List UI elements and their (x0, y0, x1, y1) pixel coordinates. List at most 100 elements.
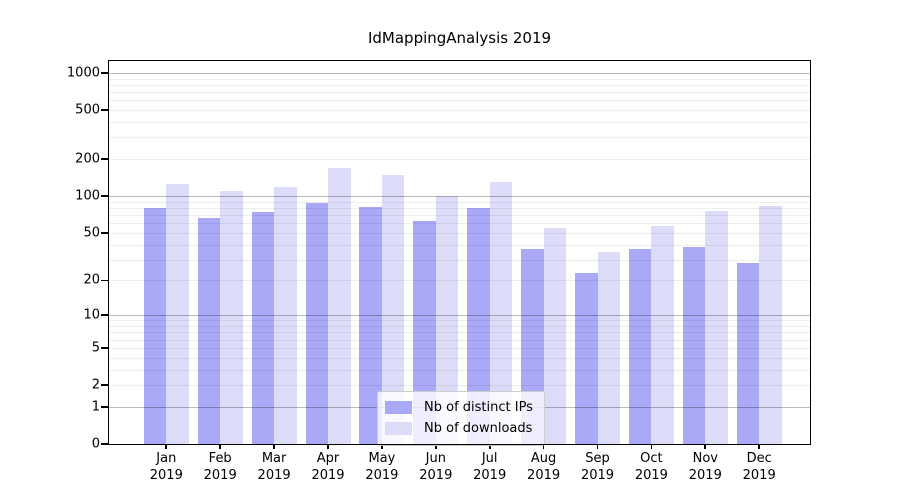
x-tick-mark (704, 444, 707, 449)
y-tick-label: 500 (75, 102, 100, 118)
legend-swatch-downloads (385, 422, 412, 435)
bar-distinct-ips-oct (628, 248, 652, 444)
bar-downloads-jan (166, 184, 189, 444)
legend-label-downloads: Nb of downloads (424, 421, 533, 436)
gridline-minor (109, 159, 810, 161)
y-tick-mark (101, 443, 109, 445)
y-tick-mark (101, 314, 109, 317)
bar-distinct-ips-may (359, 206, 382, 444)
x-tick-label-jul: Jul 2019 (473, 451, 507, 483)
x-tick-label-jun: Jun 2019 (419, 451, 453, 483)
bar-downloads-feb (220, 191, 243, 444)
gridline-minor (109, 385, 810, 386)
gridline-minor (109, 137, 810, 139)
gridline-minor (109, 320, 810, 322)
gridline-major (109, 315, 810, 317)
gridline-minor (109, 244, 810, 246)
gridline-minor (109, 326, 810, 327)
x-tick-label-jan: Jan 2019 (149, 451, 183, 483)
x-tick-mark (381, 444, 383, 449)
x-tick-label-mar: Mar 2019 (257, 451, 291, 483)
legend-item-downloads: Nb of downloads (385, 418, 533, 439)
y-tick-label: 2 (91, 377, 100, 393)
gridline-minor (109, 332, 810, 334)
gridline-minor (109, 280, 810, 282)
gridline-minor (109, 100, 810, 102)
gridline-minor (109, 347, 810, 349)
gridline-minor (109, 259, 810, 261)
bar-distinct-ips-feb (197, 218, 221, 444)
gridline-minor (109, 110, 810, 111)
plot-area: Nb of distinct IPs Nb of downloads (108, 60, 811, 446)
y-tick-label: 200 (75, 151, 100, 167)
y-tick-label: 10 (83, 307, 100, 323)
bar-downloads-sep (597, 251, 620, 444)
y-tick-mark (101, 384, 109, 386)
legend-label-distinct-ips: Nb of distinct IPs (424, 400, 533, 415)
x-tick-mark (542, 444, 545, 449)
x-tick-mark (596, 444, 599, 449)
x-tick-label-may: May 2019 (365, 451, 399, 483)
grid-layer (109, 61, 810, 444)
gridline-minor (109, 357, 810, 359)
bar-distinct-ips-dec (736, 263, 760, 444)
x-tick-label-aug: Aug 2019 (527, 451, 561, 483)
gridline-minor (109, 232, 810, 234)
x-tick-label-feb: Feb 2019 (203, 451, 237, 483)
y-tick-label: 20 (83, 272, 100, 288)
bar-downloads-jun (435, 195, 459, 444)
bar-downloads-may (381, 174, 405, 444)
gridline-minor (109, 78, 810, 80)
y-tick-mark (101, 71, 109, 74)
bar-distinct-ips-jun (413, 220, 436, 444)
gridline-minor (109, 84, 810, 86)
bar-downloads-jul (489, 182, 513, 444)
x-tick-mark (758, 444, 761, 449)
x-tick-mark (273, 444, 275, 449)
bar-downloads-mar (274, 187, 297, 444)
y-tick-label: 100 (75, 188, 100, 204)
x-tick-label-dec: Dec 2019 (742, 451, 776, 483)
y-tick-mark (101, 279, 109, 282)
bar-distinct-ips-sep (575, 273, 598, 444)
y-tick-label: 5 (91, 340, 100, 356)
y-tick-mark (101, 109, 109, 111)
y-tick-label: 1000 (66, 65, 100, 81)
gridline-minor (109, 92, 810, 93)
bar-downloads-nov (705, 210, 728, 444)
gridline-major (109, 196, 810, 198)
bar-downloads-aug (543, 227, 567, 444)
x-tick-label-nov: Nov 2019 (688, 451, 722, 483)
bar-distinct-ips-jan (143, 207, 167, 444)
gridline-minor (109, 369, 810, 371)
gridline-minor (109, 339, 810, 341)
bar-distinct-ips-nov (682, 247, 706, 444)
bar-distinct-ips-apr (305, 202, 328, 444)
gridline-major (109, 72, 810, 74)
bar-distinct-ips-jul (467, 207, 490, 444)
gridline-minor (109, 223, 810, 225)
gridline-minor (109, 207, 810, 209)
y-tick-label: 50 (83, 225, 100, 241)
gridline-minor (109, 122, 810, 123)
bars-layer (109, 61, 810, 444)
bar-downloads-apr (328, 168, 351, 444)
x-tick-label-apr: Apr 2019 (311, 451, 345, 483)
x-tick-mark (434, 444, 437, 449)
x-tick-mark (219, 444, 222, 449)
gridline-minor (109, 201, 810, 203)
y-tick-mark (101, 195, 109, 197)
x-tick-label-oct: Oct 2019 (634, 451, 668, 483)
legend-item-distinct-ips: Nb of distinct IPs (385, 397, 533, 418)
bar-downloads-oct (651, 225, 674, 444)
y-tick-mark (101, 405, 109, 408)
x-tick-label-sep: Sep 2019 (580, 451, 615, 483)
x-tick-mark (165, 444, 168, 449)
y-tick-mark (101, 231, 109, 234)
y-tick-mark (101, 158, 109, 160)
bar-downloads-dec (759, 206, 782, 444)
x-tick-mark (488, 444, 491, 449)
legend-swatch-distinct-ips (385, 401, 412, 414)
x-tick-mark (327, 444, 329, 449)
